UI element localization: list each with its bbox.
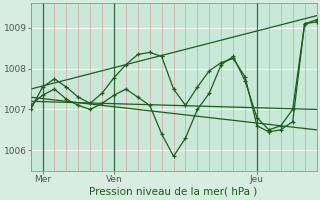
X-axis label: Pression niveau de la mer( hPa ): Pression niveau de la mer( hPa ) bbox=[90, 187, 258, 197]
